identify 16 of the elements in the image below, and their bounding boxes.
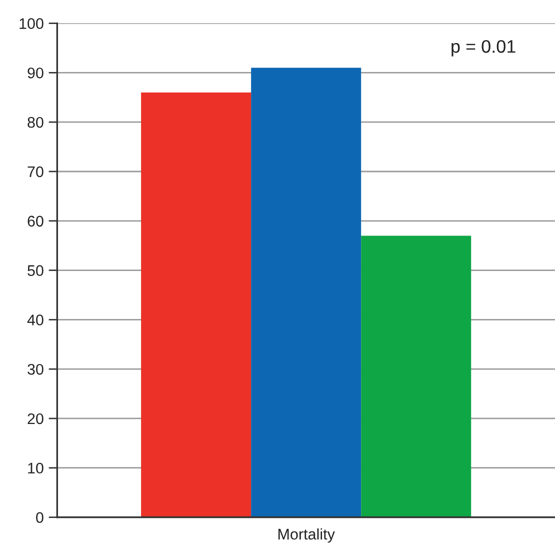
bar [141,92,252,518]
y-tick-label: 30 [28,364,44,375]
y-tick-label: 90 [28,68,44,78]
bar [361,236,472,518]
y-tick-label: 40 [27,314,44,326]
annotation: p = 0.01 [452,40,516,56]
bar [251,68,362,518]
y-tick-label: 100 [20,18,44,29]
y-tick-label: 70 [28,166,44,178]
y-tick-label: 60 [28,216,44,227]
x-tick-label: Mortality [278,528,335,543]
y-tick-label: 20 [28,413,44,424]
y-tick-label: 80 [28,116,44,128]
y-tick-label: 0 [36,512,44,523]
y-tick-label: 50 [28,265,44,276]
y-tick-label: 10 [28,462,44,474]
